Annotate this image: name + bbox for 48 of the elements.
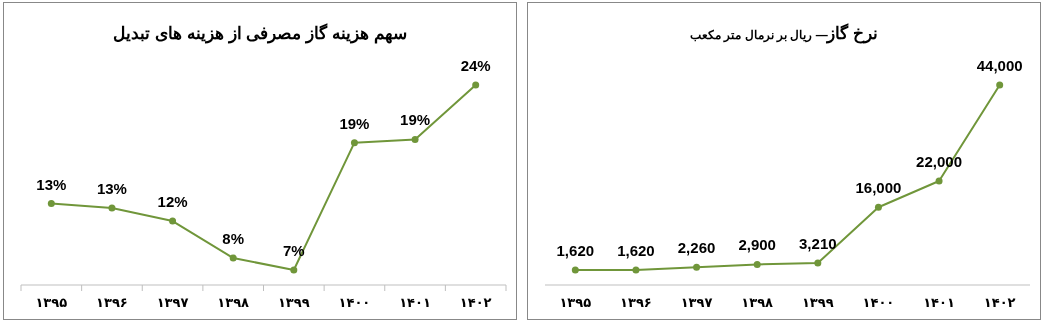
data-label: 13% <box>36 175 67 193</box>
x-tick-label: ۱۴۰۱ <box>923 295 955 310</box>
x-tick-label: ۱۳۹۷ <box>680 295 713 310</box>
x-tick-label: ۱۳۹۶ <box>620 295 652 310</box>
x-tick-label: ۱۳۹۵ <box>35 295 68 310</box>
point <box>996 81 1004 89</box>
point <box>108 204 116 212</box>
x-tick-label: ۱۳۹۶ <box>96 295 128 310</box>
point <box>47 200 55 208</box>
point <box>229 254 237 262</box>
point <box>814 259 822 267</box>
x-tick-label: ۱۳۹۵ <box>559 295 592 310</box>
point <box>411 135 419 143</box>
x-tick-label: ۱۴۰۲ <box>459 295 492 310</box>
x-tick-label: ۱۳۹۷ <box>156 295 189 310</box>
x-tick-label: ۱۴۰۲ <box>983 295 1016 310</box>
x-tick-label: ۱۴۰۰ <box>862 295 895 310</box>
data-label: 1,620 <box>617 242 655 259</box>
x-tick-label: ۱۳۹۸ <box>741 295 774 310</box>
data-label: 24% <box>460 57 491 74</box>
data-label: 44,000 <box>976 57 1023 74</box>
data-label: 19% <box>339 114 370 132</box>
point <box>753 260 761 268</box>
point <box>632 266 640 274</box>
x-tick-label: ۱۳۹۸ <box>217 295 250 310</box>
point <box>169 217 177 225</box>
point <box>874 203 882 211</box>
data-label: 2,900 <box>738 236 776 254</box>
chart-title: نرخ گاز <box>825 23 878 44</box>
x-tick-label: ۱۳۹۹ <box>801 295 834 310</box>
data-label: 13% <box>96 179 127 197</box>
point <box>350 139 358 147</box>
chart-title: سهم هزینه گاز مصرفی از هزینه های تبدیل <box>113 23 407 44</box>
data-label: 2,260 <box>677 239 716 257</box>
point <box>571 266 579 274</box>
point <box>693 263 701 271</box>
data-label: 16,000 <box>855 179 902 197</box>
data-label: 3,210 <box>799 235 837 253</box>
x-tick-label: ۱۴۰۰ <box>338 295 371 310</box>
point <box>472 81 480 89</box>
point <box>935 177 943 185</box>
data-label: 8% <box>222 230 245 248</box>
point <box>290 266 298 274</box>
data-label: 12% <box>157 193 188 211</box>
data-label: 1,620 <box>556 242 595 259</box>
x-tick-label: ۱۴۰۱ <box>399 295 431 310</box>
data-label: 19% <box>400 111 431 129</box>
x-tick-label: ۱۳۹۹ <box>277 295 310 310</box>
